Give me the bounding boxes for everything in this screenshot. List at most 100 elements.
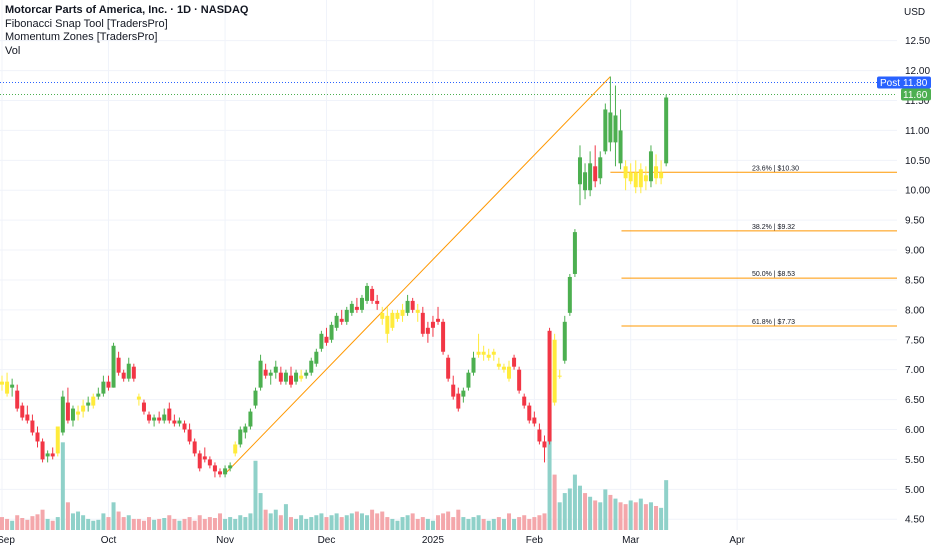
volume-bar: [593, 500, 598, 530]
volume-bar: [10, 520, 15, 530]
candle-body: [532, 417, 537, 424]
candle-body: [233, 444, 238, 454]
candle-body: [294, 372, 299, 382]
candle-body: [248, 411, 253, 427]
candle-body: [537, 429, 542, 442]
volume-bar: [141, 520, 146, 530]
volume-bar: [446, 511, 451, 530]
volume-bar: [187, 517, 192, 530]
candle-body: [527, 405, 532, 421]
volume-bar: [486, 520, 491, 530]
volume-bar: [547, 410, 552, 530]
volume-bar: [537, 515, 542, 530]
volume-bar: [370, 509, 375, 530]
volume-bar: [359, 513, 364, 530]
volume-bar: [466, 518, 471, 530]
volume-bar: [588, 496, 593, 530]
candle-body: [299, 375, 304, 379]
volume-bar: [20, 518, 25, 530]
candle-body: [446, 357, 451, 379]
price-tick-label: 4.50: [905, 515, 925, 526]
volume-bar: [507, 513, 511, 530]
candle-body: [207, 459, 212, 466]
volume-bar: [238, 515, 243, 530]
volume-bar: [598, 502, 603, 530]
candle-body: [588, 163, 593, 191]
volume-bar: [380, 511, 385, 530]
candle-body: [202, 456, 207, 460]
candle-body: [121, 372, 126, 379]
indicator-fibonacci[interactable]: Fibonacci Snap Tool [TradersPro]: [5, 17, 168, 30]
volume-bar: [273, 509, 278, 530]
post-price-badge: Post 11.80: [877, 76, 931, 89]
candle-body: [522, 396, 527, 406]
candle-body: [349, 303, 354, 313]
volume-bar: [309, 517, 314, 530]
time-tick-label: Apr: [729, 535, 745, 546]
volume-bar: [197, 515, 202, 530]
price-axis: 4.50 5.00 5.50 6.00 6.50 7.00 7.50 8.00 8.50 9.00…: [905, 36, 930, 526]
volume-bar: [532, 517, 537, 530]
candle-body: [425, 327, 430, 334]
indicator-momentum-zones[interactable]: Momentum Zones [TradersPro]: [5, 31, 158, 43]
candle-body: [116, 357, 121, 373]
candle-body: [481, 351, 486, 355]
time-tick-label: Oct: [101, 535, 117, 546]
candle-body: [517, 369, 522, 391]
candle-body: [476, 351, 481, 355]
currency-label: USD: [904, 7, 925, 18]
candle-body: [243, 426, 248, 433]
volume-bar: [542, 513, 547, 530]
candle-body: [547, 330, 552, 442]
candle-body: [410, 300, 415, 310]
volume-bar: [491, 518, 496, 530]
volume-bar: [633, 502, 638, 530]
candle-body: [405, 300, 410, 313]
last-price-value: 11.60: [903, 90, 928, 101]
volume-bar: [324, 517, 329, 530]
volume-bar: [659, 507, 664, 530]
time-tick-label: Dec: [318, 535, 336, 546]
candle-body: [141, 402, 146, 412]
candle-body: [86, 402, 91, 406]
volume-bar: [512, 518, 517, 530]
volume-bar: [638, 498, 643, 530]
volume-bar: [400, 517, 405, 530]
candle-body: [385, 315, 390, 334]
candle-body: [486, 354, 491, 358]
volume-bar: [40, 509, 45, 530]
volume-bar: [425, 518, 430, 530]
candle-body: [471, 357, 476, 373]
candle-body: [613, 115, 618, 143]
volume-bar: [91, 520, 96, 530]
candle-body: [157, 417, 162, 421]
indicator-volume[interactable]: Vol: [5, 44, 21, 57]
price-tick-label: 7.00: [905, 365, 925, 376]
volume-bar: [577, 485, 582, 530]
price-lines: [0, 82, 897, 96]
volume-bar: [288, 517, 293, 530]
volume-bar: [344, 515, 349, 530]
time-tick-label: Sep: [0, 535, 15, 546]
volume-bar: [192, 520, 197, 530]
volume-bar: [354, 511, 359, 530]
volume-bar: [243, 517, 248, 530]
volume-bar: [106, 517, 111, 530]
candle-body: [304, 372, 309, 376]
price-tick-label: 6.50: [905, 395, 925, 406]
volume-bar: [15, 515, 20, 530]
volume-bar: [76, 511, 81, 530]
fib-levels: 23.6% | $10.30 38.2% | $9.32 50.0% | $8.53…: [610, 165, 897, 327]
symbol-title[interactable]: Motorcar Parts of America, Inc. · 1D · N…: [5, 4, 249, 16]
candle-body: [20, 405, 25, 418]
volume-bar: [177, 520, 182, 530]
candle-body: [562, 321, 567, 361]
candle-body: [659, 172, 664, 179]
candle-body: [557, 375, 562, 377]
candle-body: [456, 393, 461, 409]
volume-bar: [253, 460, 258, 530]
grid-lines: [0, 0, 897, 530]
price-tick-label: 10.00: [905, 186, 930, 197]
